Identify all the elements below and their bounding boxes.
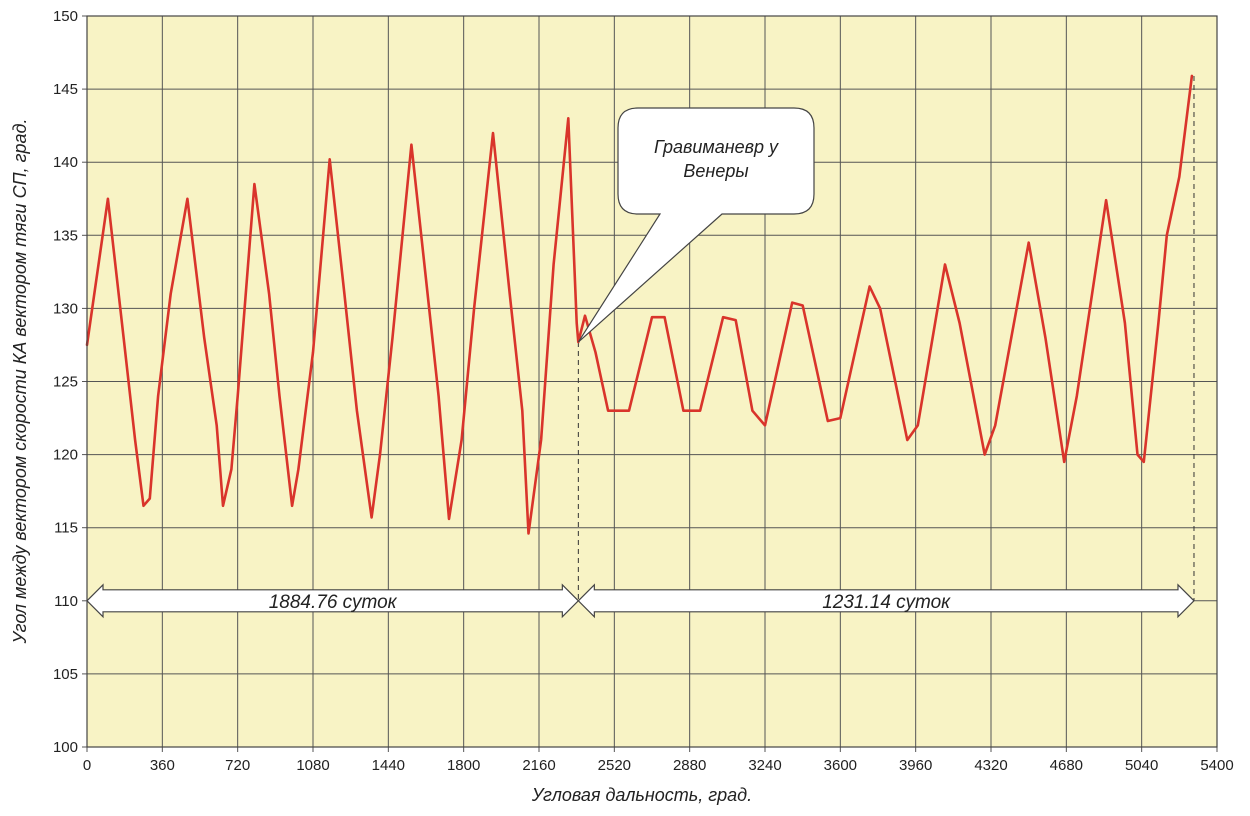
duration-arrow-label: 1884.76 суток	[269, 592, 398, 613]
y-tick-label: 115	[54, 520, 78, 537]
x-tick-label: 3600	[824, 757, 857, 774]
x-tick-label: 1080	[296, 757, 329, 774]
y-tick-label: 145	[53, 81, 78, 98]
y-tick-label: 130	[53, 300, 78, 317]
x-tick-label: 0	[83, 757, 91, 774]
y-tick-label: 135	[53, 227, 78, 244]
plot-border	[86, 15, 1218, 748]
x-tick-label: 3240	[748, 757, 781, 774]
x-tick-label: 1440	[372, 757, 405, 774]
callout: Гравиманевр у Венеры	[577, 107, 815, 343]
x-tick-label: 3960	[899, 757, 932, 774]
duration-arrow	[577, 583, 1195, 619]
series-group	[85, 74, 1194, 535]
callout-text-line1: Гравиманевр у	[654, 137, 779, 157]
y-axis-title: Угол между вектором скорости КА вектором…	[10, 119, 30, 645]
x-tick-label: 360	[150, 757, 175, 774]
series-line	[85, 74, 1194, 535]
y-tick-label: 125	[53, 374, 78, 391]
x-tick-label: 2160	[522, 757, 555, 774]
x-axis-title: Угловая дальность, град.	[531, 785, 752, 805]
y-tick-label: 150	[53, 8, 78, 25]
x-tick-label: 4680	[1050, 757, 1083, 774]
y-tick-label: 105	[53, 666, 78, 683]
x-tick-label: 2880	[673, 757, 706, 774]
duration-arrows: 1884.76 суток 1231.14 суток	[86, 583, 1195, 619]
x-tick-label: 1800	[447, 757, 480, 774]
y-tick-label: 120	[53, 447, 78, 464]
x-tick-label: 4320	[974, 757, 1007, 774]
y-tick-label: 100	[53, 739, 78, 756]
callout-bubble	[577, 107, 815, 343]
tick-labels: 0 360 720 1080 1440 1800 2160 2520 2880 3240 3600 3…	[53, 8, 1234, 774]
y-tick-label: 110	[54, 593, 78, 610]
callout-text-line2: Венеры	[683, 161, 748, 181]
y-tick-label: 140	[53, 154, 78, 171]
dashed-markers	[577, 75, 1195, 601]
x-tick-label: 5040	[1125, 757, 1158, 774]
x-tick-label: 2520	[598, 757, 631, 774]
x-tick-label: 720	[225, 757, 250, 774]
duration-arrow-label: 1231.14 суток	[822, 592, 951, 613]
x-tick-label: 5400	[1200, 757, 1233, 774]
